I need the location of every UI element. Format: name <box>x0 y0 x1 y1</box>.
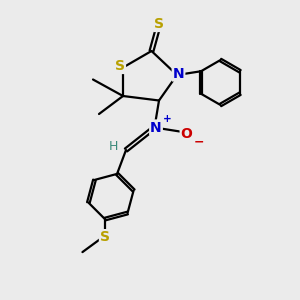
Text: O: O <box>181 127 193 140</box>
Text: S: S <box>154 17 164 31</box>
Text: H: H <box>109 140 118 153</box>
Text: +: + <box>163 114 172 124</box>
Text: −: − <box>193 136 204 149</box>
Text: N: N <box>150 121 162 134</box>
Text: S: S <box>100 230 110 244</box>
Text: N: N <box>173 67 184 80</box>
Text: S: S <box>115 59 125 73</box>
